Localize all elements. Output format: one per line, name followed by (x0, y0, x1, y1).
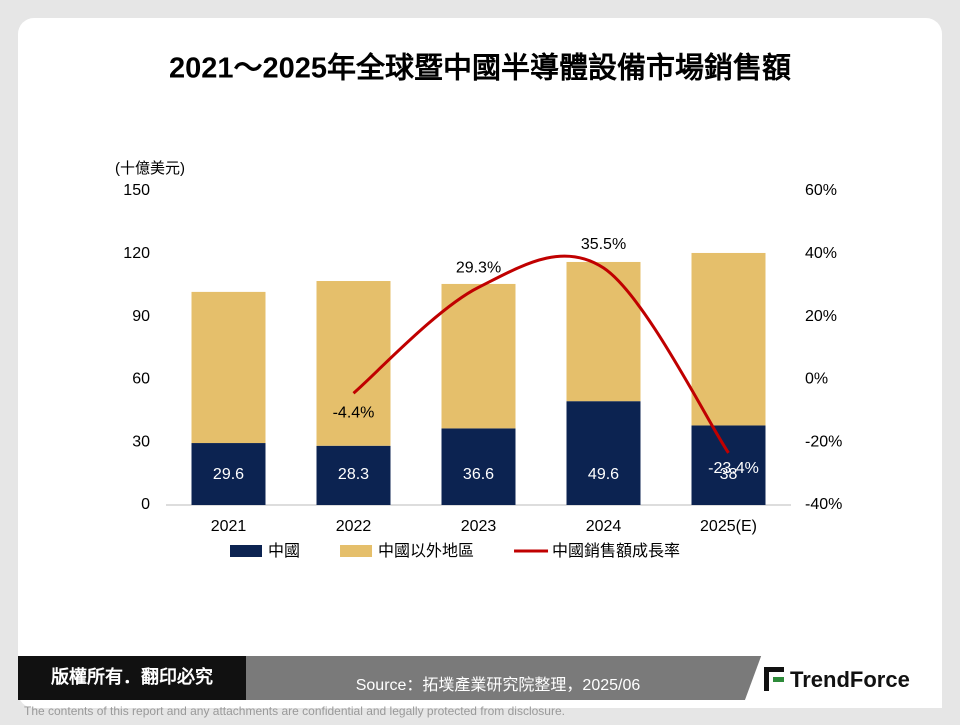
disclaimer: The contents of this report and any atta… (24, 704, 565, 718)
bar (441, 283, 516, 429)
y2-tick-label: 20% (805, 308, 837, 325)
y-tick-label: 60 (132, 371, 150, 388)
bar (441, 428, 516, 505)
line-label: 29.3% (456, 260, 501, 277)
y-axis-label: (十億美元) (115, 160, 185, 177)
bar-label: 29.6 (213, 466, 244, 483)
y-tick-label: 90 (132, 308, 150, 325)
x-tick-label: 2023 (461, 518, 497, 535)
copyright-box (18, 656, 246, 700)
bar-label: 28.3 (338, 466, 369, 483)
legend-label: 中國銷售額成長率 (552, 542, 680, 560)
copyright: 版權所有．翻印必究 (51, 666, 213, 687)
y2-tick-label: -20% (805, 433, 842, 450)
y2-tick-label: 60% (805, 182, 837, 199)
bar (566, 261, 641, 402)
x-tick-label: 2022 (336, 518, 372, 535)
y-tick-label: 120 (123, 245, 150, 262)
line-label: -23.4% (708, 460, 759, 477)
bar (316, 281, 391, 446)
bar (191, 443, 266, 505)
logo: TrendForce (790, 667, 910, 692)
y-tick-label: 150 (123, 182, 150, 199)
bar-label: 38 (720, 466, 738, 483)
source: Source：拓墣產業研究院整理，2025/06 (356, 676, 641, 694)
x-tick-label: 2025(E) (700, 518, 757, 535)
legend-swatch (340, 545, 373, 557)
y-tick-label: 0 (141, 496, 150, 513)
bar (691, 252, 766, 426)
legend-label: 中國以外地區 (378, 542, 474, 560)
logo-icon (764, 667, 769, 691)
bar (316, 445, 391, 505)
legend-swatch (230, 545, 262, 557)
logo-icon (773, 677, 784, 682)
line-label: 35.5% (581, 236, 626, 253)
bar (691, 425, 766, 505)
line-label: -4.4% (333, 404, 375, 421)
chart-title: 2021～2025年全球暨中國半導體設備市場銷售額 (169, 51, 791, 85)
y2-tick-label: 0% (805, 371, 828, 388)
x-tick-label: 2024 (586, 518, 622, 535)
y2-tick-label: 40% (805, 245, 837, 262)
bar (191, 291, 266, 444)
bar-label: 49.6 (588, 466, 619, 483)
y2-tick-label: -40% (805, 496, 842, 513)
bar-label: 36.6 (463, 466, 494, 483)
y-tick-label: 30 (132, 433, 150, 450)
legend-label: 中國 (268, 542, 300, 560)
logo-bg (742, 632, 942, 708)
x-tick-label: 2021 (211, 518, 247, 535)
bar (566, 401, 641, 505)
line (352, 254, 730, 454)
logo-icon (764, 667, 784, 672)
